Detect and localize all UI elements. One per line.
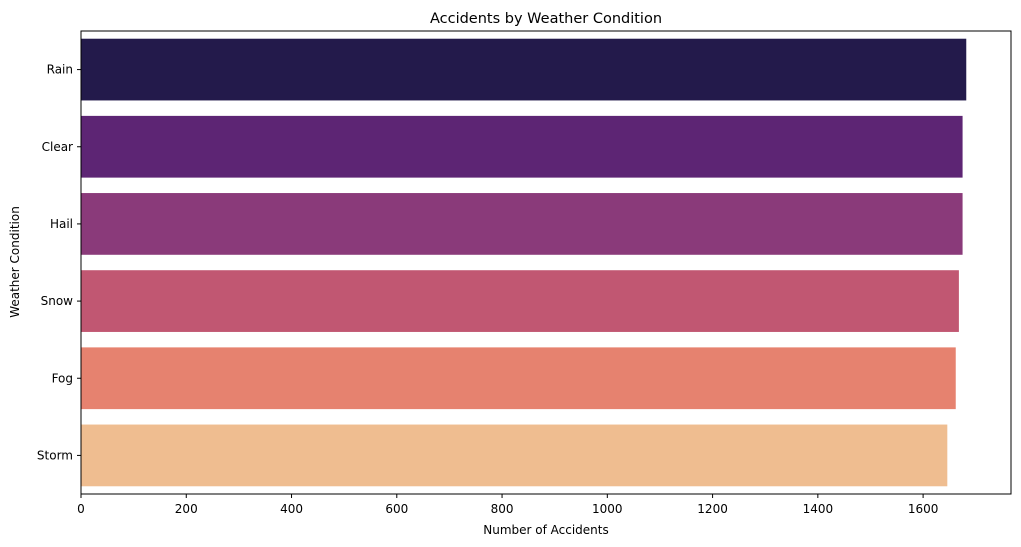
bar-fog (81, 347, 956, 410)
chart-title: Accidents by Weather Condition (430, 11, 662, 27)
x-tick-label: 1400 (803, 502, 834, 516)
plot-frame (80, 30, 1012, 495)
x-tick-label: 1000 (592, 502, 623, 516)
x-axis-label: Number of Accidents (483, 523, 609, 537)
x-axis-ticks: 0 200 400 600 800 1000 1200 1400 1600 (77, 494, 938, 516)
y-axis-label: Weather Condition (8, 206, 22, 318)
x-tick-label: 0 (77, 502, 85, 516)
y-tick-label-fog: Fog (52, 371, 73, 385)
x-tick-label: 1600 (908, 502, 939, 516)
y-tick-label-hail: Hail (50, 217, 73, 231)
x-tick-label: 400 (280, 502, 303, 516)
y-tick-label-storm: Storm (37, 448, 73, 462)
bar-snow (81, 270, 959, 332)
bar-storm (81, 424, 948, 487)
y-tick-label-snow: Snow (41, 294, 74, 308)
bar-rain (81, 38, 967, 101)
x-tick-label: 200 (175, 502, 198, 516)
x-tick-label: 800 (491, 502, 514, 516)
bars-group (81, 38, 967, 487)
y-axis-ticks: Rain Clear Hail Snow Fog Storm (37, 63, 81, 462)
x-tick-label: 1200 (697, 502, 728, 516)
bar-hail (81, 193, 963, 255)
y-tick-label-clear: Clear (42, 140, 73, 154)
y-tick-label-rain: Rain (47, 63, 73, 77)
x-tick-label: 600 (385, 502, 408, 516)
bar-clear (81, 115, 963, 178)
